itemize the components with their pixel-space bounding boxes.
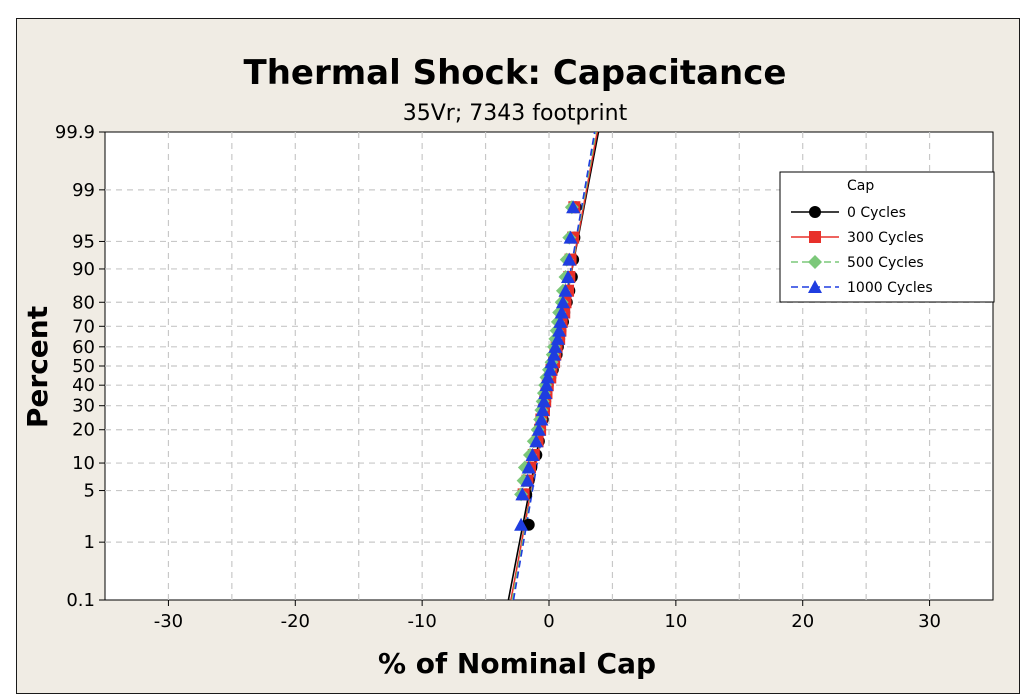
y-tick-label: 40 <box>72 375 95 396</box>
y-tick-label: 99 <box>72 180 95 201</box>
data-point-3 <box>563 230 578 244</box>
data-point-3 <box>552 323 567 337</box>
x-tick-label: 10 <box>664 611 687 632</box>
data-point-3 <box>548 339 563 353</box>
data-point-3 <box>531 422 546 436</box>
data-point-3 <box>521 460 536 474</box>
data-point-3 <box>558 283 573 297</box>
y-tick-label: 30 <box>72 396 95 417</box>
data-point-3 <box>539 378 554 392</box>
data-point-3 <box>561 270 576 284</box>
data-point-3 <box>534 412 549 426</box>
y-tick-label: 70 <box>72 316 95 337</box>
y-axis-title: Percent <box>21 306 54 428</box>
data-point-3 <box>529 434 544 448</box>
x-axis-title: % of Nominal Cap <box>378 647 656 680</box>
legend-title: Cap <box>847 178 874 194</box>
x-tick-label: 30 <box>918 611 941 632</box>
y-tick-label: 5 <box>84 481 95 502</box>
y-tick-label: 60 <box>72 337 95 358</box>
data-point-3 <box>543 362 558 376</box>
data-point-3 <box>554 305 569 319</box>
data-point-3 <box>535 403 550 417</box>
legend-entry-label: 300 Cycles <box>847 230 924 246</box>
y-tick-label: 99.9 <box>55 122 95 143</box>
y-tick-label: 50 <box>72 356 95 377</box>
x-axis-ticks: -30 -20 -10 0 10 20 30 <box>154 600 941 632</box>
y-tick-label: 80 <box>72 292 95 313</box>
chart-subtitle: 35Vr; 7343 footprint <box>403 101 628 126</box>
legend-marker <box>808 255 822 269</box>
data-point-3 <box>566 200 581 214</box>
legend-marker <box>808 280 822 293</box>
data-point-3 <box>550 331 565 345</box>
x-tick-label: -10 <box>407 611 436 632</box>
chart-title: Thermal Shock: Capacitance <box>244 53 787 93</box>
legend-marker <box>809 206 821 218</box>
data-point-3 <box>525 447 540 461</box>
data-point-3 <box>555 295 570 309</box>
legend: Cap 0 Cycles 300 Cycles 500 Cycles 1000 Cyc… <box>779 171 995 303</box>
data-point-3 <box>553 314 568 328</box>
data-point-3 <box>520 473 535 487</box>
x-tick-label: -30 <box>154 611 183 632</box>
y-tick-label: 95 <box>72 231 95 252</box>
data-point-3 <box>540 370 555 384</box>
data-point-3 <box>536 394 551 408</box>
y-tick-label: 10 <box>72 453 95 474</box>
data-point-3 <box>544 355 559 369</box>
y-tick-label: 90 <box>72 259 95 280</box>
data-point-3 <box>538 386 553 400</box>
y-tick-label: 20 <box>72 420 95 441</box>
legend-marker <box>809 231 821 243</box>
data-point-2 <box>516 473 531 488</box>
data-point-3 <box>562 252 577 266</box>
x-tick-label: 20 <box>791 611 814 632</box>
probability-plot: Thermal Shock: Capacitance 35Vr; 7343 fo… <box>21 53 995 680</box>
x-tick-label: 0 <box>543 611 554 632</box>
data-point-3 <box>547 347 562 361</box>
x-tick-label: -20 <box>281 611 310 632</box>
data-point-3 <box>514 517 529 531</box>
chart-frame: Thermal Shock: Capacitance 35Vr; 7343 fo… <box>16 18 1020 694</box>
legend-entry-label: 500 Cycles <box>847 255 924 271</box>
legend-entry-label: 0 Cycles <box>847 205 906 221</box>
y-tick-label: 1 <box>84 532 95 553</box>
legend-entry-label: 1000 Cycles <box>847 280 933 296</box>
data-point-3 <box>515 487 530 501</box>
y-tick-label: 0.1 <box>66 590 95 611</box>
data-points <box>514 200 582 531</box>
